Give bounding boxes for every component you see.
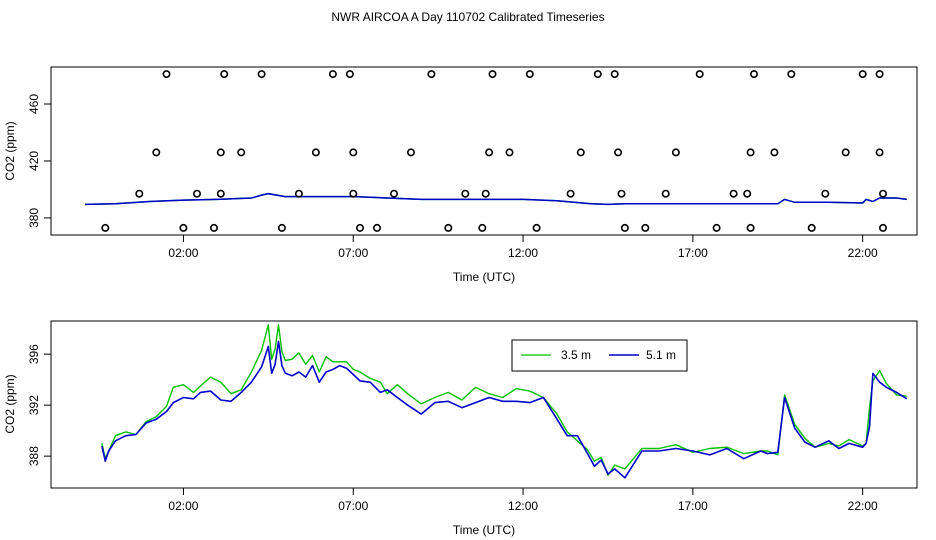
data-point bbox=[481, 189, 490, 198]
top-y-axis-label: CO2 (ppm) bbox=[3, 121, 17, 180]
x-tick-label: 22:00 bbox=[848, 246, 878, 260]
top-point-group bbox=[101, 70, 887, 232]
data-point bbox=[162, 70, 171, 79]
data-point bbox=[294, 189, 303, 198]
legend: 3.5 m 5.1 m bbox=[511, 339, 688, 372]
top-y-axis: 380 420 460 bbox=[27, 94, 51, 228]
data-point bbox=[461, 189, 470, 198]
bottom-x-axis: 02:00 07:00 12:00 17:00 22:00 bbox=[168, 488, 878, 513]
data-point bbox=[478, 223, 487, 232]
data-point bbox=[729, 189, 738, 198]
data-point bbox=[858, 70, 867, 79]
data-point bbox=[179, 223, 188, 232]
legend-label-3.5m: 3.5 m bbox=[561, 348, 591, 362]
y-tick-label: 396 bbox=[27, 344, 41, 364]
data-point bbox=[311, 148, 320, 157]
data-point bbox=[505, 148, 514, 157]
data-point bbox=[277, 223, 286, 232]
data-point bbox=[770, 148, 779, 157]
data-point bbox=[749, 70, 758, 79]
bottom-y-axis-label: CO2 (ppm) bbox=[3, 374, 17, 433]
data-point bbox=[152, 148, 161, 157]
data-point bbox=[216, 148, 225, 157]
data-point bbox=[617, 189, 626, 198]
x-tick-label: 07:00 bbox=[338, 499, 368, 513]
data-point bbox=[355, 223, 364, 232]
data-point bbox=[372, 223, 381, 232]
data-point bbox=[875, 70, 884, 79]
x-tick-label: 02:00 bbox=[168, 499, 198, 513]
data-point bbox=[712, 223, 721, 232]
data-point bbox=[576, 148, 585, 157]
data-point bbox=[135, 189, 144, 198]
x-tick-label: 07:00 bbox=[338, 246, 368, 260]
y-tick-label: 460 bbox=[27, 94, 41, 114]
y-tick-label: 420 bbox=[27, 151, 41, 171]
data-point bbox=[488, 70, 497, 79]
x-tick-label: 12:00 bbox=[508, 499, 538, 513]
data-point bbox=[193, 189, 202, 198]
data-point bbox=[746, 223, 755, 232]
data-point bbox=[746, 148, 755, 157]
x-tick-label: 17:00 bbox=[678, 246, 708, 260]
bottom-y-axis: 388 392 396 bbox=[27, 344, 51, 466]
legend-label-5.1m: 5.1 m bbox=[646, 348, 676, 362]
top-panel: 02:00 07:00 12:00 17:00 22:00 380 420 460 Time… bbox=[3, 66, 918, 284]
data-point bbox=[743, 189, 752, 198]
y-tick-label: 392 bbox=[27, 395, 41, 415]
top-line-group bbox=[84, 192, 907, 206]
x-tick-label: 17:00 bbox=[678, 499, 708, 513]
data-point bbox=[878, 189, 887, 198]
data-point bbox=[210, 223, 219, 232]
top-plot-frame bbox=[50, 66, 918, 236]
data-point bbox=[875, 148, 884, 157]
data-point bbox=[101, 223, 110, 232]
x-tick-label: 12:00 bbox=[508, 246, 538, 260]
x-tick-label: 22:00 bbox=[848, 499, 878, 513]
bottom-panel: 02:00 07:00 12:00 17:00 22:00 388 392 396 Time… bbox=[3, 320, 918, 537]
data-point bbox=[610, 70, 619, 79]
data-point bbox=[671, 148, 680, 157]
data-point bbox=[661, 189, 670, 198]
data-point bbox=[807, 223, 816, 232]
data-point bbox=[841, 148, 850, 157]
x-tick-label: 02:00 bbox=[168, 246, 198, 260]
data-point bbox=[620, 223, 629, 232]
bottom-x-axis-label: Time (UTC) bbox=[453, 523, 515, 537]
chart-title: NWR AIRCOA A Day 110702 Calibrated Times… bbox=[331, 10, 605, 24]
y-tick-label: 380 bbox=[27, 208, 41, 228]
data-point bbox=[787, 70, 796, 79]
data-point bbox=[216, 189, 225, 198]
data-point bbox=[349, 189, 358, 198]
series-line-3.5m bbox=[101, 324, 907, 476]
data-point bbox=[485, 148, 494, 157]
data-point bbox=[821, 189, 830, 198]
data-point bbox=[614, 148, 623, 157]
y-tick-label: 388 bbox=[27, 446, 41, 466]
data-point bbox=[427, 70, 436, 79]
data-point bbox=[695, 70, 704, 79]
data-point bbox=[641, 223, 650, 232]
bottom-line-group bbox=[101, 324, 908, 479]
data-point bbox=[878, 223, 887, 232]
data-point bbox=[566, 189, 575, 198]
data-point bbox=[406, 148, 415, 157]
data-point bbox=[593, 70, 602, 79]
data-point bbox=[349, 148, 358, 157]
data-point bbox=[389, 189, 398, 198]
top-x-axis: 02:00 07:00 12:00 17:00 22:00 bbox=[168, 235, 878, 260]
bottom-plot-frame bbox=[50, 320, 918, 489]
top-x-axis-label: Time (UTC) bbox=[453, 270, 515, 284]
series-line-5.1m bbox=[84, 192, 907, 206]
data-point bbox=[525, 70, 534, 79]
data-point bbox=[257, 70, 266, 79]
series-line-5.1m bbox=[101, 340, 908, 479]
data-point bbox=[345, 70, 354, 79]
data-point bbox=[328, 70, 337, 79]
data-point bbox=[444, 223, 453, 232]
data-point bbox=[237, 148, 246, 157]
data-point bbox=[532, 223, 541, 232]
data-point bbox=[220, 70, 229, 79]
